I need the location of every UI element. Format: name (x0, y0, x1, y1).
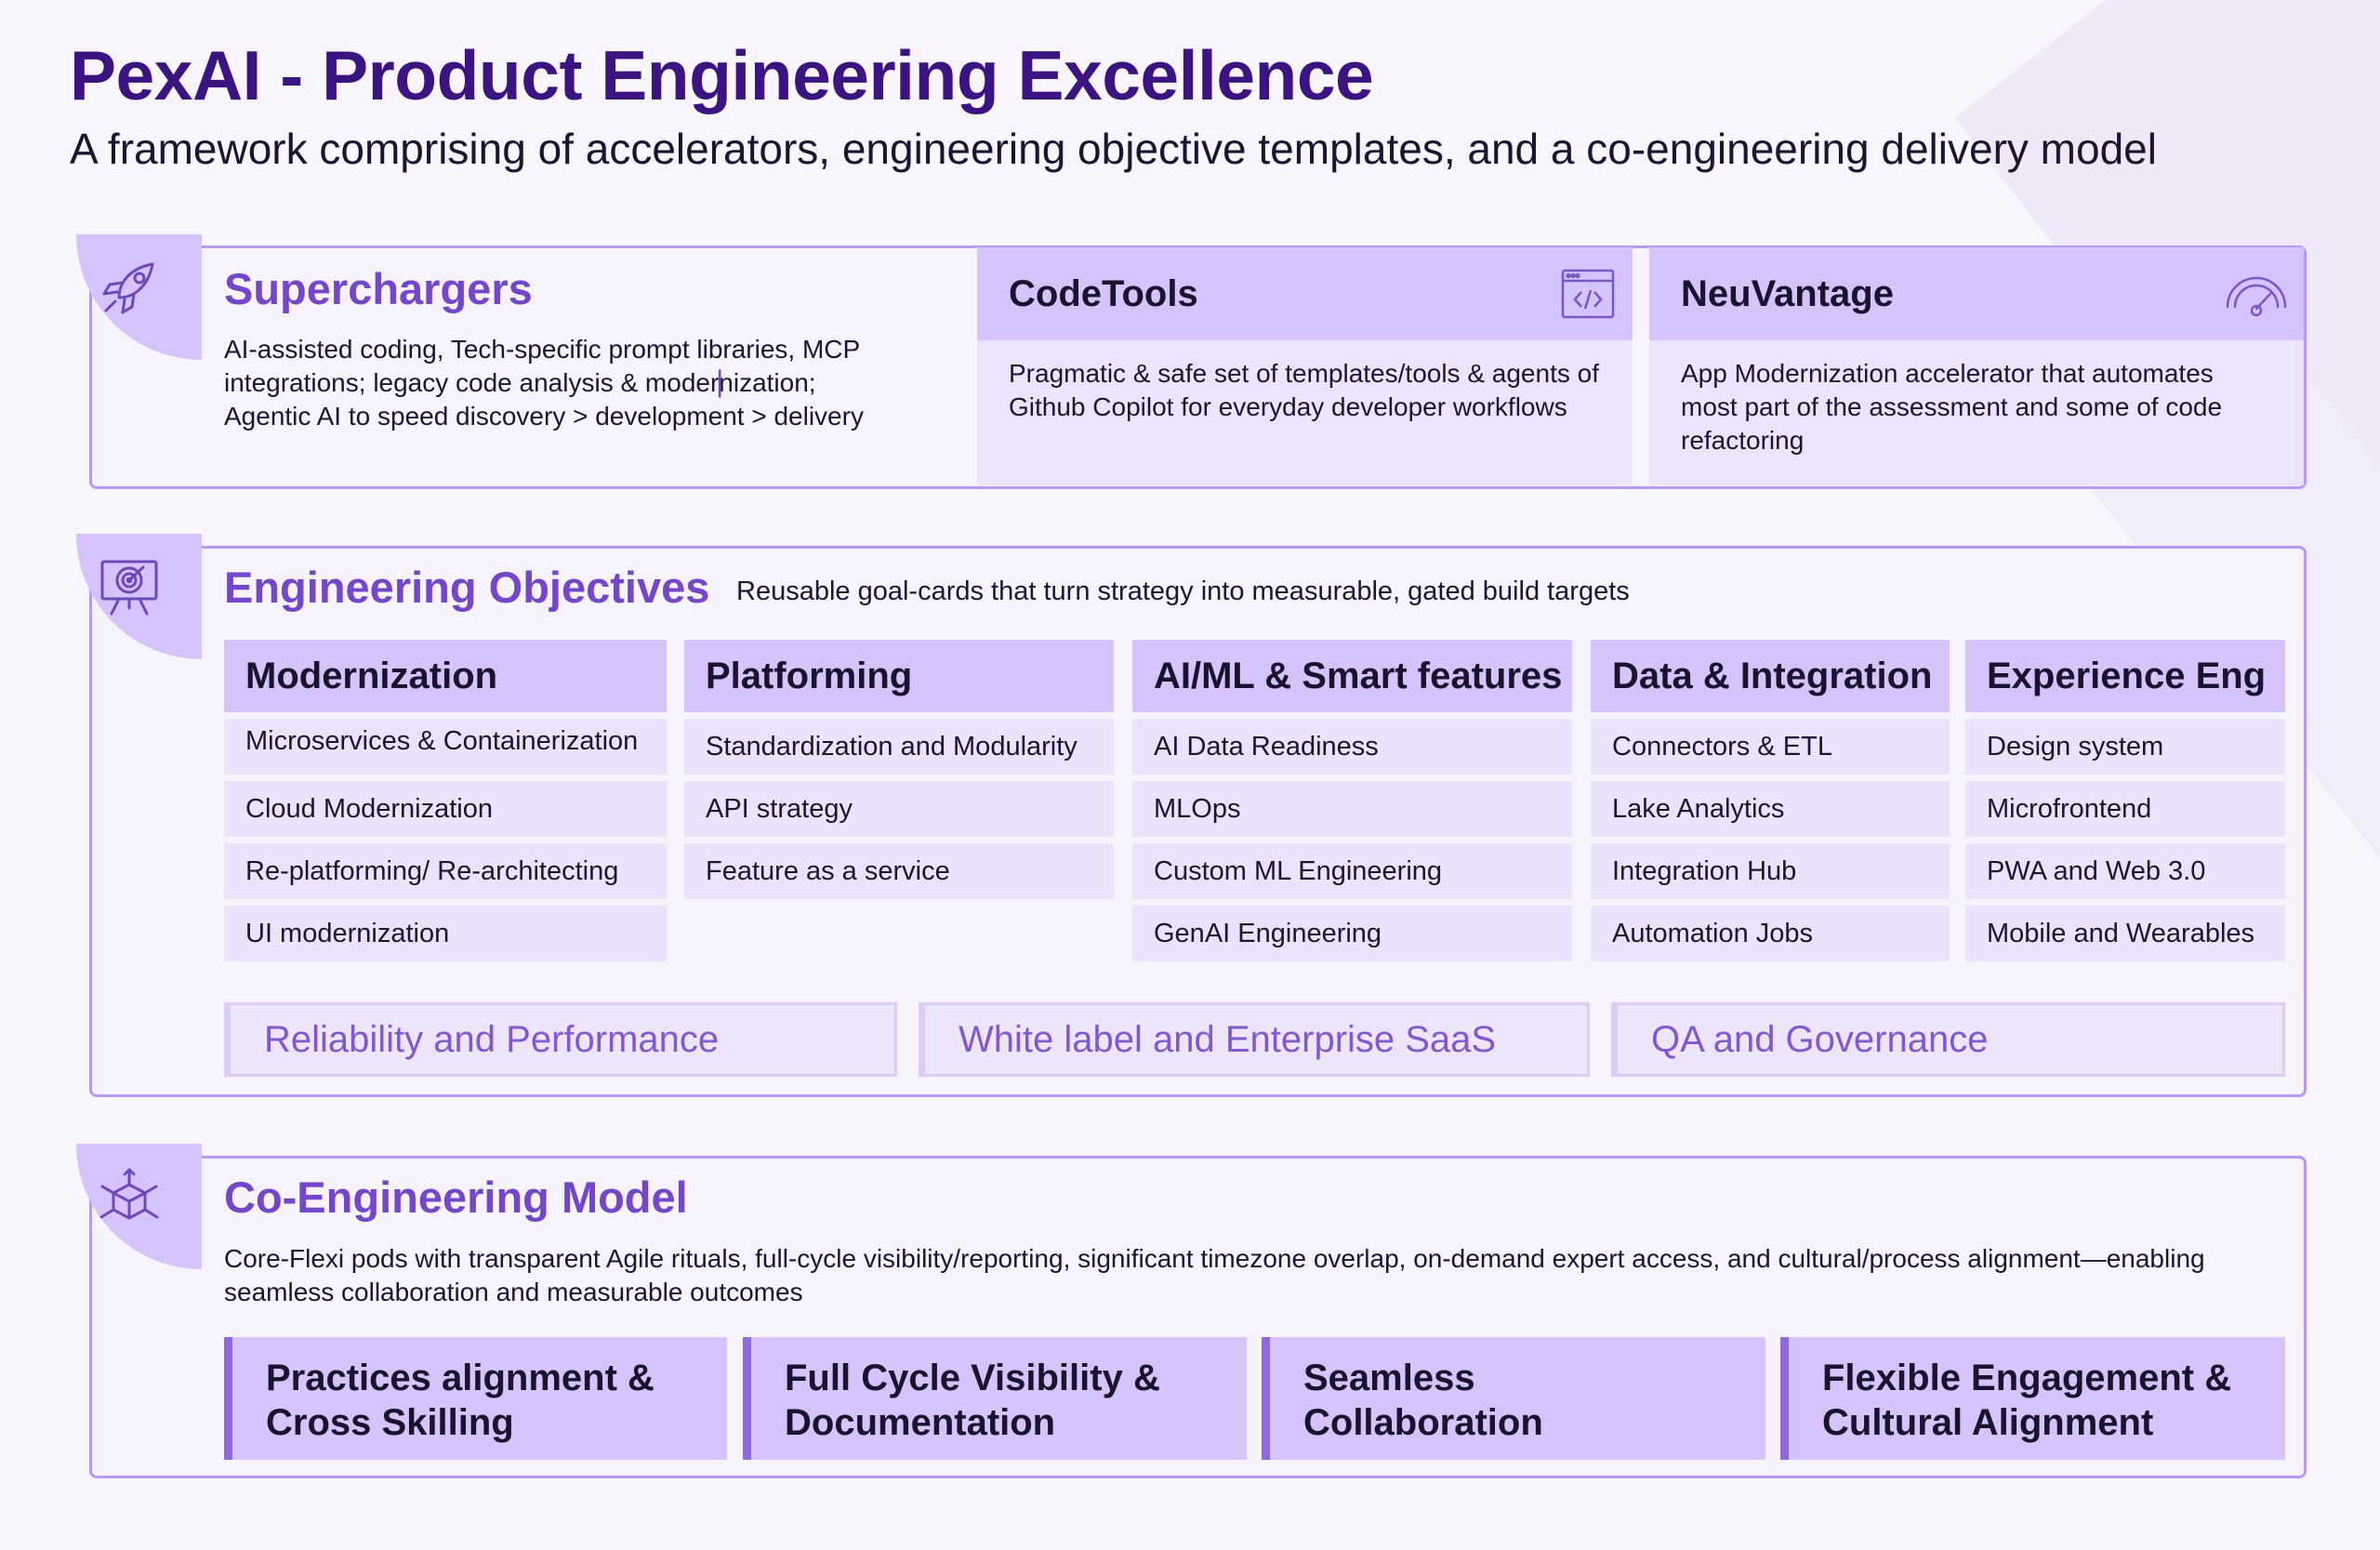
objective-column-modernization: Modernization Microservices & Containeri… (224, 640, 667, 961)
objective-item[interactable]: Cloud Modernization (224, 781, 667, 837)
objective-item[interactable]: Feature as a service (684, 843, 1114, 899)
title-separator: | (716, 364, 724, 398)
tool-card-header: NeuVantage (1649, 247, 2304, 340)
objective-item[interactable]: AI Data Readiness (1132, 719, 1572, 775)
tool-description: App Modernization accelerator that autom… (1681, 359, 2223, 455)
objective-column-platforming: Platforming Standardization and Modulari… (684, 640, 1114, 899)
objective-item[interactable]: Microfrontend (1965, 781, 2285, 837)
objective-item[interactable]: Lake Analytics (1591, 781, 1950, 837)
co-engineering-title: Co-Engineering Model (224, 1172, 688, 1222)
objective-item[interactable]: Automation Jobs (1591, 906, 1950, 961)
page-subtitle: A framework comprising of accelerators, … (70, 125, 2157, 173)
gauge-icon (2222, 268, 2291, 320)
pillar-line: Cultural Alignment (1822, 1402, 2154, 1443)
model-pillar[interactable]: Seamless Collaboration (1262, 1337, 1765, 1460)
objective-item[interactable]: PWA and Web 3.0 (1965, 843, 2285, 899)
pillar-line: Cross Skilling (266, 1402, 514, 1443)
objective-item[interactable]: Custom ML Engineering (1132, 843, 1572, 899)
objective-item[interactable]: Microservices & Containerization (224, 719, 667, 775)
target-presentation-icon (97, 554, 162, 619)
superchargers-title: Superchargers (224, 264, 533, 313)
cube-network-icon (97, 1164, 162, 1229)
pillar-line: Practices alignment & (266, 1358, 654, 1398)
page-title: PexAI - Product Engineering Excellence (70, 36, 1374, 114)
tool-card-codetools[interactable]: CodeTools Pragmatic & safe set of templa… (977, 247, 1633, 485)
rocket-icon (97, 255, 162, 320)
tool-name: NeuVantage (1681, 273, 1894, 314)
column-header: Data & Integration (1591, 640, 1950, 712)
objective-item[interactable]: GenAI Engineering (1132, 906, 1572, 961)
tool-card-neuvantage[interactable]: NeuVantage App Modernization accelerator… (1649, 247, 2304, 485)
pillar-line: Collaboration (1303, 1402, 1543, 1443)
objective-item[interactable]: Standardization and Modularity (684, 719, 1114, 775)
objective-item[interactable]: API strategy (684, 781, 1114, 837)
tool-name: CodeTools (1009, 273, 1198, 314)
objectives-title: Engineering Objectives (224, 563, 710, 612)
objective-item[interactable]: Integration Hub (1591, 843, 1950, 899)
objective-item[interactable]: UI modernization (224, 906, 667, 961)
co-engineering-description: Core-Flexi pods with transparent Agile r… (224, 1244, 2205, 1306)
column-header: AI/ML & Smart features (1132, 640, 1572, 712)
objective-item[interactable]: Re-platforming/ Re-architecting (224, 843, 667, 899)
tool-card-header: CodeTools (977, 247, 1633, 340)
objectives-subtitle: Reusable goal-cards that turn strategy i… (736, 576, 1630, 606)
pillar-line: Seamless (1303, 1358, 1475, 1398)
objective-item[interactable]: Design system (1965, 719, 2285, 775)
code-window-icon (1560, 268, 1616, 320)
model-pillar[interactable]: Flexible Engagement & Cultural Alignment (1780, 1337, 2285, 1460)
objective-column-data-integration: Data & Integration Connectors & ETL Lake… (1591, 640, 1950, 961)
objective-column-ai-ml: AI/ML & Smart features AI Data Readiness… (1132, 640, 1572, 961)
tool-description: Pragmatic & safe set of templates/tools … (1009, 359, 1599, 421)
cross-cutting-tag[interactable]: QA and Governance (1611, 1002, 2285, 1077)
objective-column-experience-eng: Experience Eng Design system Microfronte… (1965, 640, 2285, 961)
objective-item[interactable]: Mobile and Wearables (1965, 906, 2285, 961)
pillar-line: Documentation (785, 1402, 1056, 1443)
cross-cutting-tag[interactable]: Reliability and Performance (224, 1002, 897, 1077)
column-header: Platforming (684, 640, 1114, 712)
objective-item[interactable]: Connectors & ETL (1591, 719, 1950, 775)
column-header: Modernization (224, 640, 667, 712)
cross-cutting-tag[interactable]: White label and Enterprise SaaS (919, 1002, 1590, 1077)
model-pillar[interactable]: Practices alignment & Cross Skilling (224, 1337, 727, 1460)
column-header: Experience Eng (1965, 640, 2285, 712)
model-pillar[interactable]: Full Cycle Visibility & Documentation (743, 1337, 1247, 1460)
objective-item[interactable]: MLOps (1132, 781, 1572, 837)
superchargers-description: AI-assisted coding, Tech-specific prompt… (224, 335, 864, 431)
pillar-line: Flexible Engagement & (1822, 1358, 2232, 1398)
pillar-line: Full Cycle Visibility & (785, 1358, 1160, 1398)
